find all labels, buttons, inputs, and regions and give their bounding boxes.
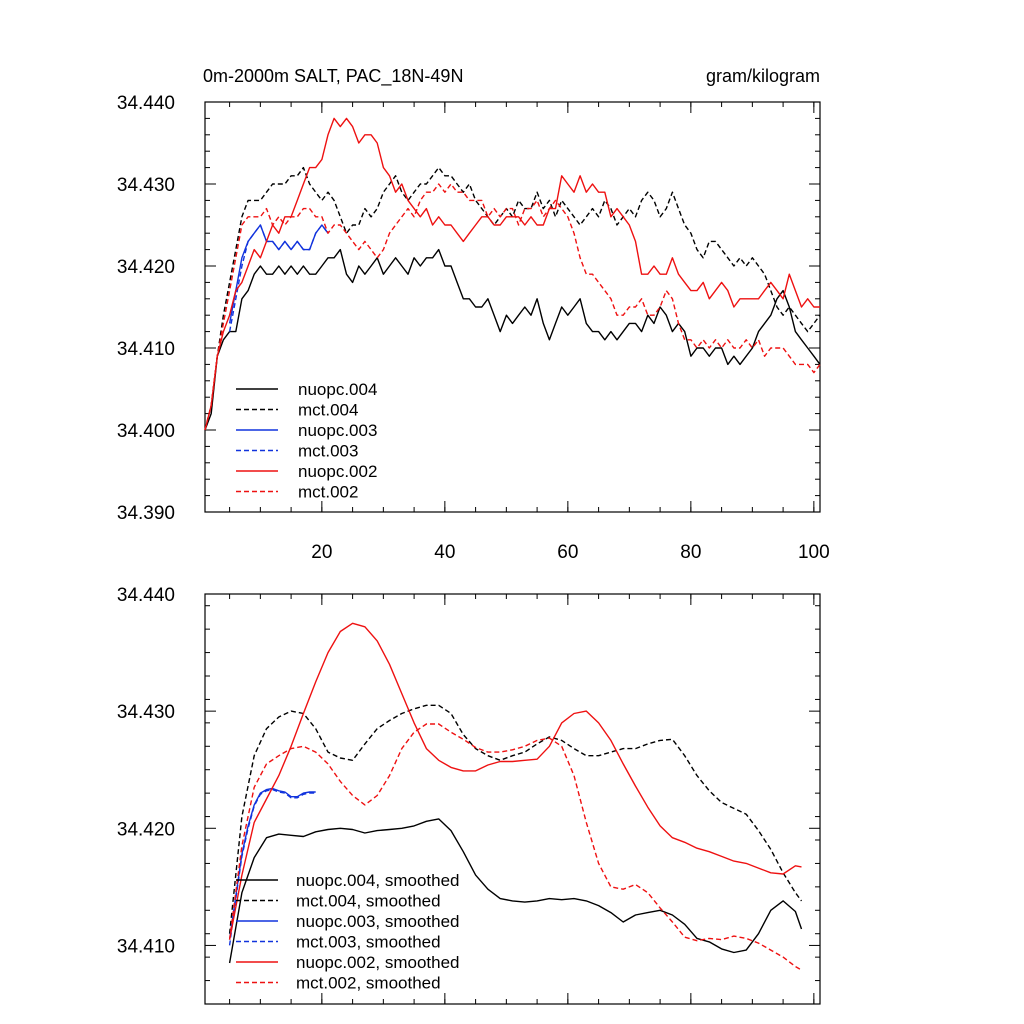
legend-label: nuopc.004, smoothed [296,871,460,890]
series-line-nuopc-002 [204,117,820,431]
y-tick-label: 34.420 [117,819,175,840]
y-tick-label: 34.430 [117,175,175,196]
legend-label: mct.003, smoothed [296,933,441,952]
legend-label: nuopc.002, smoothed [296,953,460,972]
y-tick-label: 34.440 [117,93,175,114]
legend-label: nuopc.003 [298,421,377,440]
legend-label: mct.002 [298,483,358,502]
y-tick-label: 34.440 [117,585,175,606]
x-tick-label: 100 [798,542,830,563]
legend-label: nuopc.004 [298,380,377,399]
y-tick-label: 34.410 [117,936,175,957]
y-tick-label: 34.400 [117,421,175,442]
series-line-nuopc-002-smoothed [228,622,802,940]
chart-title: 0m-2000m SALT, PAC_18N-49N [203,66,463,87]
x-tick-label: 40 [434,542,455,563]
top-panel: 0m-2000m SALT, PAC_18N-49N gram/kilogram… [117,66,830,563]
series-line-mct-002-smoothed [228,723,802,971]
series-line-nuopc-004-smoothed [228,818,803,964]
y-tick-label: 34.430 [117,702,175,723]
chart-units: gram/kilogram [706,66,820,86]
y-tick-label: 34.420 [117,257,175,278]
y-tick-label: 34.410 [117,339,175,360]
x-tick-label: 20 [311,542,332,563]
series-line-nuopc-004 [204,248,821,431]
legend-label: nuopc.003, smoothed [296,912,460,931]
legend-label: mct.002, smoothed [296,974,441,993]
bottom-panel: 34.410 34.420 34.430 34.440 nuopc.004, smoot… [117,585,821,1005]
legend-label: nuopc.002 [298,462,377,481]
bottom-plot-frame [204,593,821,1005]
series-line-mct-004-smoothed [228,704,803,934]
legend-label: mct.004, smoothed [296,892,441,911]
legend-label: mct.004 [298,401,358,420]
series-line-mct-002 [204,183,821,431]
x-tick-label: 60 [557,542,578,563]
y-tick-label: 34.390 [117,503,175,524]
legend-label: mct.003 [298,442,358,461]
series-line-mct-003-smoothed [228,788,316,946]
series-line-mct-003 [228,224,329,332]
x-tick-label: 80 [680,542,701,563]
